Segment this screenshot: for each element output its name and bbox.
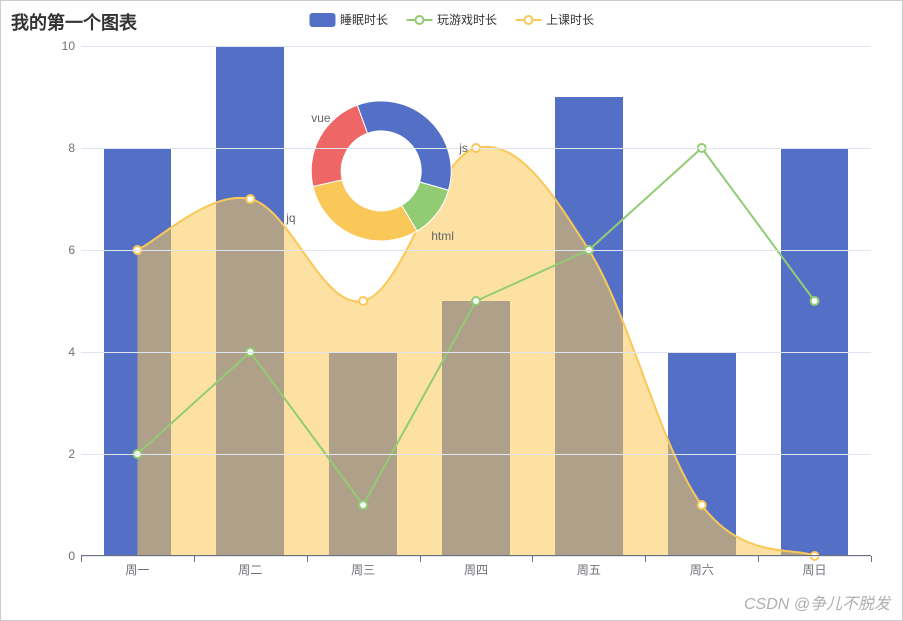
- legend: 睡眠时长 玩游戏时长 上课时长: [309, 11, 594, 28]
- x-tick: [81, 556, 82, 562]
- chart-title: 我的第一个图表: [11, 9, 137, 35]
- grid-line: [81, 250, 871, 251]
- grid-line: [81, 454, 871, 455]
- legend-label: 玩游戏时长: [437, 11, 497, 28]
- legend-swatch-rect: [309, 13, 335, 27]
- x-axis-label: 周日: [803, 561, 827, 578]
- area-marker[interactable]: [359, 297, 367, 305]
- legend-label: 上课时长: [546, 11, 594, 28]
- donut-label: html: [431, 229, 454, 243]
- chart-container: 我的第一个图表 睡眠时长 玩游戏时长 上课时长 0 2 4 6 8 10 周一 周二 周三 周四 周…: [0, 0, 903, 621]
- legend-swatch-line: [515, 14, 541, 26]
- grid-line: [81, 148, 871, 149]
- y-axis-label: 2: [51, 447, 75, 461]
- line-marker[interactable]: [359, 501, 367, 509]
- x-tick: [645, 556, 646, 562]
- grid-line: [81, 556, 871, 557]
- x-tick: [758, 556, 759, 562]
- x-tick: [871, 556, 872, 562]
- x-axis: [81, 555, 871, 556]
- x-axis-label: 周二: [238, 561, 262, 578]
- donut-slice[interactable]: [313, 180, 417, 241]
- legend-item-line2[interactable]: 上课时长: [515, 11, 594, 28]
- x-tick: [194, 556, 195, 562]
- line-marker[interactable]: [472, 297, 480, 305]
- y-axis-label: 0: [51, 549, 75, 563]
- watermark: CSDN @争儿不脱发: [744, 590, 890, 614]
- grid-line: [81, 46, 871, 47]
- y-axis-label: 6: [51, 243, 75, 257]
- x-tick: [532, 556, 533, 562]
- area-marker[interactable]: [698, 501, 706, 509]
- y-axis-label: 10: [51, 39, 75, 53]
- x-axis-label: 周一: [125, 561, 149, 578]
- area-marker[interactable]: [246, 195, 254, 203]
- donut-slice[interactable]: [357, 101, 451, 190]
- svg-overlay: [81, 46, 871, 556]
- donut-label: js: [459, 141, 468, 155]
- legend-swatch-line: [406, 14, 432, 26]
- y-axis-label: 4: [51, 345, 75, 359]
- legend-item-bar[interactable]: 睡眠时长: [309, 11, 388, 28]
- donut-label: vue: [311, 111, 330, 125]
- y-axis-label: 8: [51, 141, 75, 155]
- x-tick: [420, 556, 421, 562]
- x-axis-label: 周五: [577, 561, 601, 578]
- plot-area: 0246810周一周二周三周四周五周六周日jshtmljqvue: [81, 46, 871, 556]
- x-axis-label: 周四: [464, 561, 488, 578]
- line-marker[interactable]: [811, 297, 819, 305]
- legend-label: 睡眠时长: [340, 11, 388, 28]
- x-axis-label: 周六: [690, 561, 714, 578]
- legend-item-line1[interactable]: 玩游戏时长: [406, 11, 497, 28]
- grid-line: [81, 352, 871, 353]
- x-axis-label: 周三: [351, 561, 375, 578]
- x-tick: [307, 556, 308, 562]
- donut-label: jq: [286, 211, 295, 225]
